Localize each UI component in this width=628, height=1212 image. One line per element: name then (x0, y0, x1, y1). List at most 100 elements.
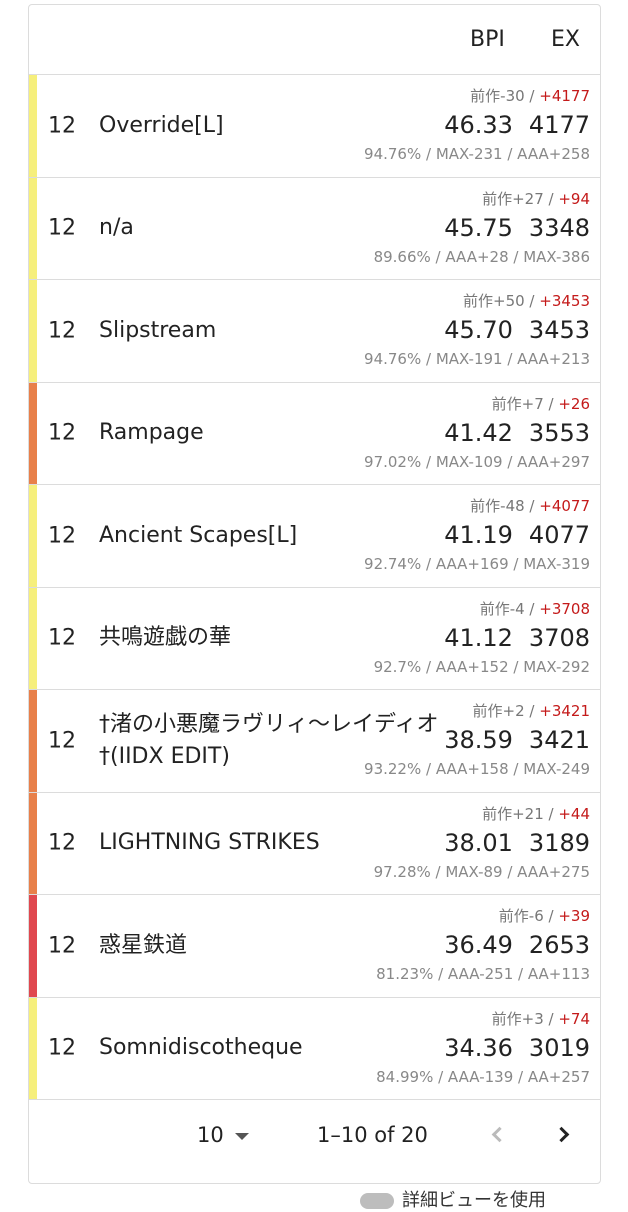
score-values: 41.19 4077 (444, 521, 590, 549)
table-row[interactable]: 12 Somnidiscotheque 前作+3 / +74 34.36 3019… (29, 997, 600, 1100)
level: 12 (48, 1035, 76, 1061)
ex-score: 3421 (528, 726, 590, 754)
previous-diff-text: 前作+21 / (482, 804, 559, 823)
clear-lamp-bar (29, 792, 37, 894)
ex-column-header[interactable]: EX (551, 27, 580, 52)
bpi-value: 38.59 (444, 726, 513, 754)
bpi-value: 46.33 (444, 111, 513, 139)
ex-diff: +94 (558, 189, 590, 208)
bpi-value: 41.19 (444, 521, 513, 549)
bpi-value: 41.42 (444, 418, 513, 447)
level: 12 (48, 625, 76, 651)
previous-comparison: 前作+50 / +3453 (463, 290, 590, 311)
table-row[interactable]: 12 Override[L] 前作-30 / +4177 46.33 4177 9… (29, 75, 600, 178)
toggle-switch[interactable] (360, 1193, 394, 1209)
bpi-value: 41.12 (444, 623, 513, 652)
previous-page-button[interactable] (481, 1119, 511, 1149)
previous-comparison: 前作-6 / +39 (499, 905, 590, 926)
table-row[interactable]: 12 共鳴遊戯の華 前作-4 / +3708 41.12 3708 92.7% /… (29, 587, 600, 690)
dropdown-caret-icon[interactable] (235, 1133, 249, 1140)
song-title: 共鳴遊戯の華 (99, 625, 232, 651)
previous-comparison: 前作-30 / +4177 (470, 85, 590, 106)
score-detail: 94.76% / MAX-231 / AAA+258 (364, 145, 590, 163)
score-detail: 93.22% / AAA+158 / MAX-249 (364, 760, 590, 778)
previous-diff-text: 前作+3 / (491, 1009, 559, 1028)
song-title: Somnidiscotheque (99, 1035, 303, 1061)
score-values: 45.75 3348 (444, 214, 590, 242)
score-detail: 92.74% / AAA+169 / MAX-319 (364, 555, 590, 573)
score-values: 46.33 4177 (444, 111, 590, 139)
pagination: 10 1–10 of 20 (29, 1101, 600, 1171)
table-row[interactable]: 12 n/a 前作+27 / +94 45.75 3348 89.66% / AA… (29, 177, 600, 280)
ex-diff: +3453 (539, 292, 590, 310)
clear-lamp-bar (29, 485, 37, 587)
detail-view-toggle[interactable]: 詳細ビューを使用 (360, 1186, 546, 1212)
score-table: BPI EX 12 Override[L] 前作-30 / +4177 46.3… (28, 4, 601, 1184)
clear-lamp-bar (29, 280, 37, 382)
table-row[interactable]: 12 †渚の小悪魔ラヴリィ〜レイディオ†(IIDX EDIT) 前作+2 / +… (29, 690, 600, 793)
score-values: 41.42 3553 (444, 419, 590, 447)
bpi-column-header[interactable]: BPI (470, 27, 505, 52)
bpi-value: 34.36 (444, 1033, 513, 1062)
table-row[interactable]: 12 Ancient Scapes[L] 前作-48 / +4077 41.19… (29, 485, 600, 588)
bpi-value: 45.70 (444, 316, 513, 344)
clear-lamp-bar (29, 177, 37, 279)
previous-comparison: 前作+21 / +44 (482, 803, 590, 824)
previous-diff-text: 前作+50 / (463, 292, 540, 310)
ex-diff: +44 (558, 804, 590, 823)
previous-diff-text: 前作+2 / (472, 702, 540, 720)
score-detail: 84.99% / AAA-139 / AA+257 (376, 1067, 590, 1086)
ex-score: 3553 (528, 418, 590, 447)
ex-score: 4177 (528, 111, 590, 139)
detail-view-label: 詳細ビューを使用 (402, 1190, 546, 1211)
page-range: 1–10 of 20 (317, 1123, 428, 1147)
previous-diff-text: 前作-48 / (470, 497, 540, 515)
clear-lamp-bar (29, 75, 37, 177)
song-title: Override[L] (99, 112, 224, 138)
previous-comparison: 前作+3 / +74 (492, 1008, 590, 1029)
table-header: BPI EX (29, 5, 600, 75)
ex-score: 3019 (528, 1033, 590, 1062)
ex-score: 3708 (528, 623, 590, 652)
clear-lamp-bar (29, 997, 37, 1099)
table-row[interactable]: 12 Rampage 前作+7 / +26 41.42 3553 97.02% /… (29, 382, 600, 485)
bpi-value: 38.01 (444, 828, 513, 857)
bpi-value: 36.49 (444, 931, 513, 959)
previous-diff-text: 前作+7 / (491, 394, 559, 413)
score-values: 34.36 3019 (444, 1034, 590, 1062)
ex-diff: +4177 (539, 87, 590, 105)
previous-diff-text: 前作-6 / (498, 907, 559, 925)
ex-score: 3348 (528, 213, 590, 242)
ex-score: 4077 (528, 521, 590, 549)
score-detail: 97.02% / MAX-109 / AAA+297 (364, 452, 590, 471)
rows-per-page-select[interactable]: 10 (197, 1123, 224, 1147)
score-values: 41.12 3708 (444, 624, 590, 652)
score-detail: 94.76% / MAX-191 / AAA+213 (364, 350, 590, 368)
ex-diff: +4077 (539, 497, 590, 515)
score-values: 38.01 3189 (444, 829, 590, 857)
song-title: n/a (99, 215, 134, 241)
level: 12 (48, 933, 76, 959)
table-row[interactable]: 12 LIGHTNING STRIKES 前作+21 / +44 38.01 31… (29, 792, 600, 895)
previous-diff-text: 前作+27 / (482, 189, 559, 208)
ex-score: 2653 (528, 931, 590, 959)
level: 12 (48, 215, 76, 241)
score-detail: 97.28% / MAX-89 / AAA+275 (373, 862, 590, 881)
chevron-right-icon (553, 1126, 569, 1142)
table-row[interactable]: 12 Slipstream 前作+50 / +3453 45.70 3453 94… (29, 280, 600, 383)
song-title: Slipstream (99, 317, 217, 343)
clear-lamp-bar (29, 382, 37, 484)
ex-score: 3189 (528, 828, 590, 857)
level: 12 (48, 420, 76, 446)
clear-lamp-bar (29, 690, 37, 792)
table-row[interactable]: 12 惑星鉄道 前作-6 / +39 36.49 2653 81.23% / AA… (29, 895, 600, 998)
score-values: 45.70 3453 (444, 316, 590, 344)
score-detail: 89.66% / AAA+28 / MAX-386 (373, 247, 590, 266)
ex-diff: +39 (558, 907, 590, 925)
song-title: †渚の小悪魔ラヴリィ〜レイディオ†(IIDX EDIT) (99, 711, 439, 769)
level: 12 (48, 113, 76, 139)
song-title: 惑星鉄道 (99, 932, 188, 958)
next-page-button[interactable] (549, 1119, 579, 1149)
previous-comparison: 前作+2 / +3421 (473, 700, 590, 721)
ex-diff: +3421 (539, 702, 590, 720)
